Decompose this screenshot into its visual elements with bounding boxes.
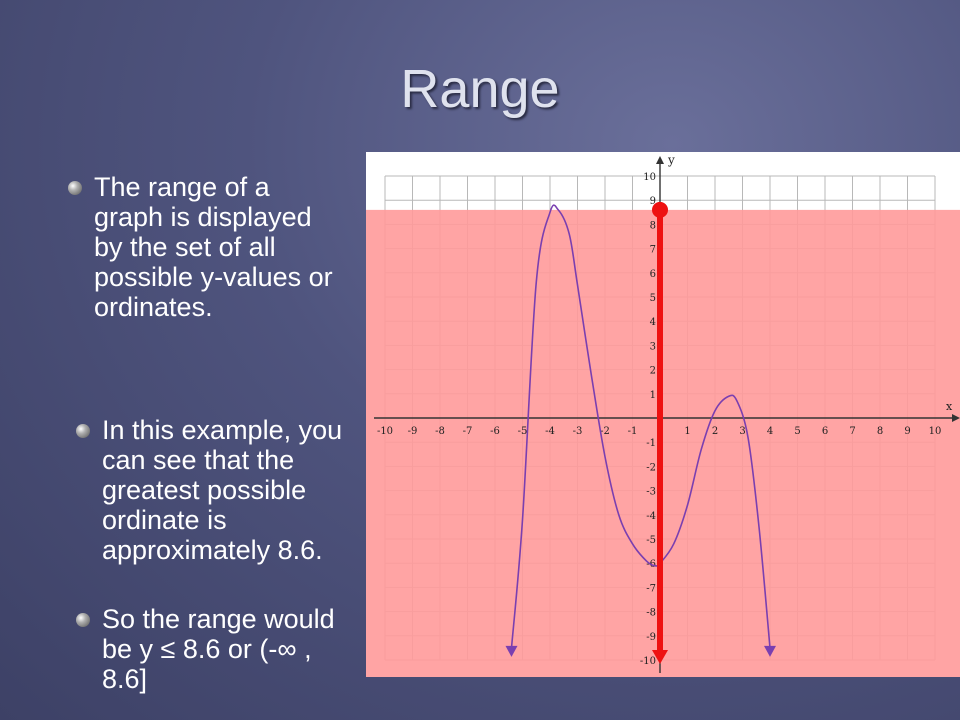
x-tick-label: -8 bbox=[435, 426, 445, 437]
x-axis-arrow-icon bbox=[952, 414, 960, 422]
bullet-sphere-icon bbox=[76, 613, 90, 627]
y-axis-arrow-icon bbox=[656, 156, 664, 164]
y-tick-label: 6 bbox=[650, 269, 656, 280]
x-tick-label: 9 bbox=[904, 426, 910, 437]
y-tick-label: -1 bbox=[646, 438, 656, 449]
x-tick-label: 8 bbox=[877, 426, 883, 437]
y-tick-label: -3 bbox=[646, 487, 656, 498]
slide-title: Range bbox=[400, 59, 560, 119]
x-tick-label: 5 bbox=[794, 426, 800, 437]
x-tick-label: 6 bbox=[822, 426, 828, 437]
y-tick-label: 3 bbox=[650, 341, 656, 352]
x-tick-label: 3 bbox=[739, 426, 745, 437]
bullet-example: In this example, you can see that the gr… bbox=[76, 415, 352, 565]
y-tick-label: -5 bbox=[646, 535, 656, 546]
y-tick-label: 2 bbox=[650, 366, 656, 377]
y-tick-label: 1 bbox=[650, 390, 656, 401]
x-axis-label: x bbox=[946, 400, 953, 413]
function-curve bbox=[510, 204, 771, 648]
bullet-sphere-icon bbox=[76, 424, 90, 438]
range-down-arrow-icon bbox=[652, 650, 668, 664]
bullet-conclusion: So the range would be y ≤ 8.6 or (-∞ , 8… bbox=[76, 604, 352, 694]
x-tick-label: -4 bbox=[545, 426, 555, 437]
x-tick-label: -1 bbox=[628, 426, 638, 437]
y-axis-label: y bbox=[667, 153, 675, 167]
y-tick-label: -2 bbox=[646, 462, 656, 473]
x-tick-label: -5 bbox=[518, 426, 528, 437]
bullet-definition: The range of a graph is displayed by the… bbox=[68, 172, 344, 322]
x-tick-label: 7 bbox=[849, 426, 855, 437]
bullet-text: So the range would be y ≤ 8.6 or (-∞ , 8… bbox=[102, 604, 335, 694]
y-tick-label: -7 bbox=[646, 583, 656, 594]
curve-end-arrow-icon bbox=[505, 645, 518, 657]
bullet-sphere-icon bbox=[68, 181, 82, 195]
x-tick-label: -7 bbox=[463, 426, 473, 437]
y-tick-label: -4 bbox=[646, 511, 656, 522]
y-tick-label: -8 bbox=[646, 608, 656, 619]
y-tick-label: 9 bbox=[650, 196, 656, 207]
y-tick-label: 7 bbox=[650, 245, 656, 256]
y-tick-label: 10 bbox=[643, 172, 656, 183]
x-tick-label: -3 bbox=[573, 426, 583, 437]
y-tick-label: -9 bbox=[646, 632, 656, 643]
bullet-text: In this example, you can see that the gr… bbox=[102, 415, 343, 565]
y-tick-label: 8 bbox=[650, 220, 656, 231]
y-tick-label: 5 bbox=[650, 293, 656, 304]
y-tick-label: 4 bbox=[650, 317, 656, 328]
curve-end-arrow-icon bbox=[764, 645, 776, 657]
function-graph: x y -10 -9 -8 -7 -6 -5 -4 -3 -2 -1 1 2 3 4 5 6 7 8 9 10 10 9 8 7 6… bbox=[366, 152, 960, 677]
range-max-point bbox=[652, 201, 668, 218]
x-tick-label: 10 bbox=[929, 426, 942, 437]
bullet-text: The range of a graph is displayed by the… bbox=[94, 172, 333, 322]
x-tick-label: 1 bbox=[684, 426, 690, 437]
x-tick-label: -10 bbox=[377, 426, 393, 437]
x-tick-label: 4 bbox=[767, 426, 773, 437]
x-tick-label: 2 bbox=[712, 426, 718, 437]
x-tick-label: -2 bbox=[600, 426, 610, 437]
x-tick-label: -9 bbox=[408, 426, 418, 437]
x-tick-label: -6 bbox=[490, 426, 500, 437]
y-tick-label: -10 bbox=[640, 656, 656, 667]
